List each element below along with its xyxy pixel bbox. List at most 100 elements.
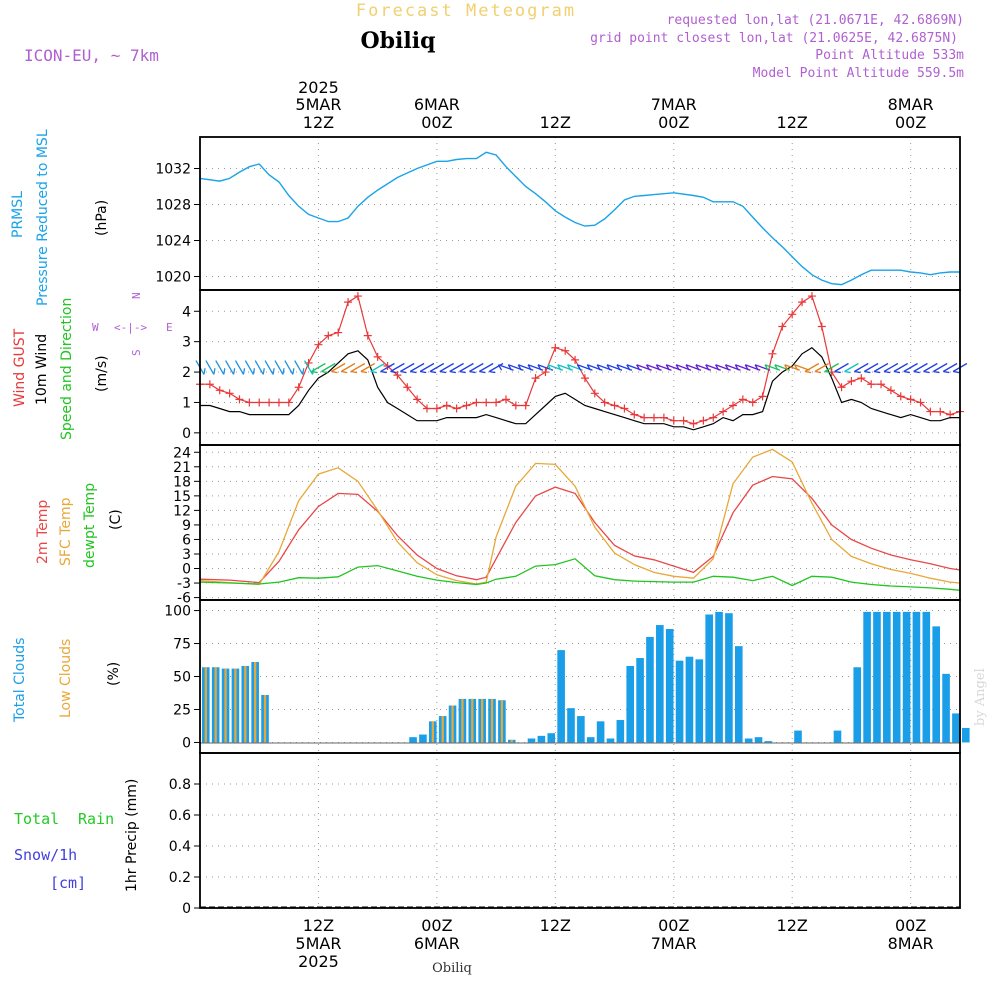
wind-dir-arrow [923,362,938,374]
low-cloud-bar [471,698,474,743]
total-cloud-bar [636,658,644,743]
y-tick-label: 15 [173,489,191,505]
total-cloud-bar [942,673,950,743]
wind-dir-arrow [254,360,265,375]
wind-gust-marker [709,413,718,422]
wind-gust-marker [788,310,797,319]
wind-gust-marker [640,413,649,422]
wind-gust-marker [580,374,589,383]
total-cloud-bar [656,625,664,743]
total-cloud-bar [419,734,427,743]
temp-2m-line [199,475,961,584]
low-cloud-bar [204,667,207,743]
total-cloud-bar [853,667,862,743]
low-cloud-bar [490,698,494,743]
wind-gust-marker [699,416,708,425]
low-cloud-bar [431,721,434,743]
y-tick-label: 1024 [155,234,191,250]
y-tick-label: 3 [182,335,191,351]
y-tick-label: 3 [182,547,191,563]
wind-gust-marker [294,383,303,392]
y-tick-label: 0 [182,562,191,578]
total-cloud-bar [695,659,704,743]
low-cloud-bar [441,716,444,743]
top-time-label: 12Z [303,113,334,132]
y-tick-label: 0.6 [169,808,191,824]
low-cloud-bar [214,667,217,743]
wind-dir-arrow [350,362,366,374]
wind-gust-marker [501,395,510,404]
top-time-label: 12Z [540,113,571,132]
y-tick-label: 24 [173,445,191,461]
wind-dir-arrow [793,364,810,371]
wind-gust-marker [886,386,895,395]
total-cloud-bar [547,733,556,743]
wind-dir-arrow [429,362,445,374]
total-cloud-bar [873,611,881,743]
wind-gust-marker [738,395,747,404]
bottom-time-label: 00Z [658,916,689,935]
wind-dir-label: Speed and Direction [59,298,75,440]
wind-gust-marker [245,398,254,407]
wind-dir-arrow [311,362,326,374]
wind-dir-arrow [244,360,256,375]
wind-gust-marker [847,377,856,386]
wind-dir-arrow [893,362,909,374]
wind-gust-marker [798,298,807,307]
wind-gust-marker [393,371,402,380]
wind-gust-marker [817,322,826,331]
y-tick-label: 12 [173,503,191,519]
wind-dir-arrow [264,360,275,375]
top-time-label: 7MAR [651,95,697,114]
wind-dir-arrow [225,360,236,375]
y-tick-label: 1 [182,395,191,411]
wind-gust-marker [205,380,214,389]
wind-gust-marker [669,416,678,425]
compass-n: N [130,292,143,299]
wind-dir-arrow [478,362,494,374]
wind-dir-arrow [469,362,484,374]
wind-gust-marker [906,395,915,404]
panel-wind: 0 1 2 3 4 [182,289,968,446]
wind-gust-marker [748,398,757,407]
bottom-time-label: 00Z [895,916,926,935]
wind-gust-marker [265,398,274,407]
total-cloud-bar [902,611,911,743]
wind-gust-marker [659,413,668,422]
wind-gust-marker [689,419,698,428]
wind-gust-marker [521,401,530,410]
bottom-time-label: 00Z [421,916,452,935]
wind-gust-marker [867,380,876,389]
wind-gust-marker [610,401,619,410]
wind-gust-marker [719,407,728,416]
total-cloud-bar [754,737,763,743]
wind-gust-marker [630,410,639,419]
wind-gust-marker [235,395,244,404]
low-cloud-bar [234,668,237,743]
total-cloud-bar [567,708,575,743]
panel-clouds: 0 25 50 75 100 [164,599,970,754]
y-tick-label: 0.4 [169,839,191,855]
wind-gust-marker [442,401,451,410]
meteogram-title: Forecast Meteogram [356,1,576,21]
precip-snow-label: Snow/1h [14,846,77,864]
compass-w: W [92,321,99,334]
wind-dir-arrow [449,362,464,374]
pressure-unit: (hPa) [94,200,110,236]
total-cloud-bar [744,738,753,743]
model-label: ICON-EU, ~ 7km [24,46,159,65]
point-altitude: Point Altitude 533m [815,48,964,63]
total-cloud-bar [685,656,694,743]
temp-sfc-line [199,448,961,586]
wind-gust-marker [936,407,945,416]
temp-unit: (C) [108,509,124,530]
wind-gust-marker [324,331,333,340]
wind-gust-marker [531,374,540,383]
temp-dewpt-label: dewpt Temp [82,483,98,568]
panel-pressure: 1020 1024 1028 1032 [155,136,961,291]
low-cloud-bar [224,668,227,743]
y-tick-label: 21 [173,460,191,476]
wind-dir-arrow [284,360,295,375]
total-cloud-bar [764,741,773,743]
wind-dir-arrow [370,362,385,374]
